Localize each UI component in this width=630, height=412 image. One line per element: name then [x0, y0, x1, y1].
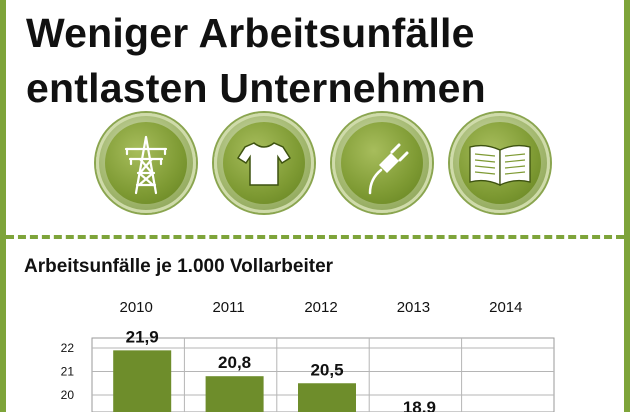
- bar: [205, 376, 264, 412]
- y-axis: 22 21 20: [61, 341, 75, 402]
- section-divider: [6, 235, 624, 239]
- open-book-icon: [450, 113, 550, 213]
- x-axis-years: 2010 2011 2012 2013 2014: [120, 299, 523, 316]
- page-title: Weniger Arbeitsunfälle entlasten Unterne…: [26, 6, 486, 116]
- right-frame-bar: [624, 0, 630, 412]
- y-tick-label: 22: [61, 341, 75, 355]
- data-label: 20,8: [218, 353, 251, 372]
- x-tick-label: 2011: [212, 299, 244, 316]
- data-label: 20,5: [310, 360, 343, 379]
- power-pylon-icon: [96, 113, 196, 213]
- bar: [298, 383, 356, 412]
- left-frame-bar: [0, 0, 6, 412]
- x-tick-label: 2013: [397, 299, 430, 316]
- bar-chart: 22 21 20 2010 2011 2012 2013 2014 21,9 20,8 20,5…: [61, 299, 555, 412]
- value-labels: 21,9 20,8 20,5 18,9: [126, 327, 436, 412]
- chart-title: Arbeitsunfälle je 1.000 Vollarbeiter: [24, 256, 334, 277]
- title-line-2: entlasten Unternehmen: [26, 65, 486, 111]
- data-label: 21,9: [126, 327, 159, 346]
- x-tick-label: 2010: [120, 299, 153, 316]
- bars: [113, 350, 356, 412]
- x-tick-label: 2014: [489, 299, 522, 316]
- title-line-1: Weniger Arbeitsunfälle: [26, 10, 475, 56]
- plot-border: [91, 337, 555, 412]
- power-plug-icon: [332, 113, 432, 213]
- icon-row: [96, 113, 556, 213]
- chart-grid: [91, 337, 555, 412]
- y-tick-label: 21: [61, 365, 75, 379]
- x-tick-label: 2012: [304, 299, 337, 316]
- data-label: 18,9: [403, 398, 436, 412]
- y-tick-label: 20: [61, 388, 75, 402]
- bar: [113, 350, 172, 412]
- tshirt-icon: [214, 113, 314, 213]
